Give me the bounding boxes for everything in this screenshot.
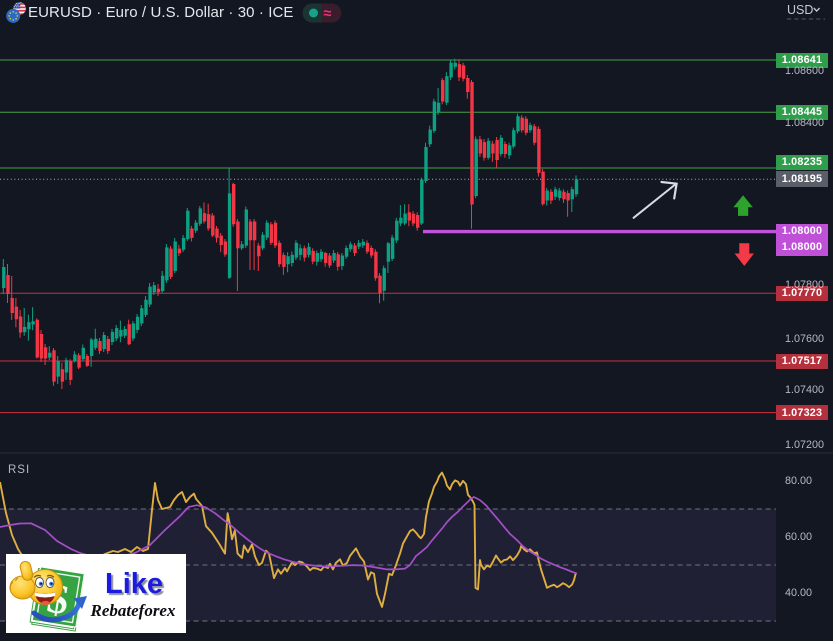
svg-text:≈: ≈ bbox=[324, 6, 332, 22]
